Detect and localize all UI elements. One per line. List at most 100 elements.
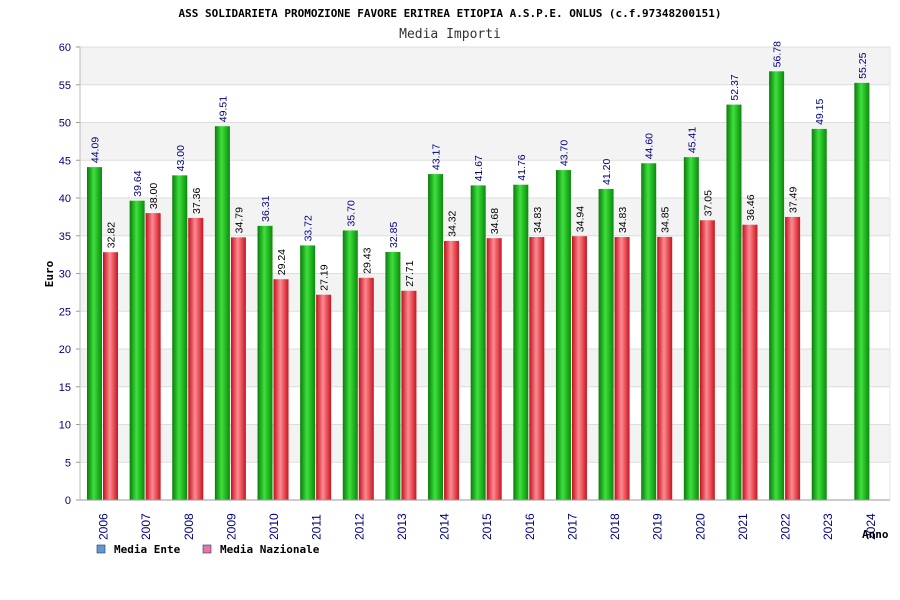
bar-media-nazionale-2006 xyxy=(103,252,118,500)
y-tick-label: 0 xyxy=(65,495,71,507)
y-tick-label: 25 xyxy=(59,306,71,318)
bar-media-ente-2015 xyxy=(470,185,486,501)
bar-media-ente-2010 xyxy=(257,225,273,500)
data-label: 44.60 xyxy=(644,133,656,159)
data-label: 32.82 xyxy=(106,222,118,248)
data-label: 33.72 xyxy=(303,215,315,241)
x-tick-label: 2018 xyxy=(608,513,622,540)
y-tick-label: 35 xyxy=(59,231,71,243)
bar-media-nazionale-2007 xyxy=(145,213,161,500)
bar-media-nazionale-2012 xyxy=(358,277,374,500)
x-tick-label: 2022 xyxy=(779,513,793,540)
x-tick-label: 2014 xyxy=(438,513,452,540)
data-label: 56.78 xyxy=(772,41,784,67)
x-tick-label: 2006 xyxy=(97,513,111,540)
data-label: 49.15 xyxy=(814,98,826,124)
data-label: 49.51 xyxy=(217,96,229,122)
bar-media-ente-2021 xyxy=(726,104,742,500)
x-tick-label: 2008 xyxy=(182,513,196,540)
data-label: 44.09 xyxy=(90,137,102,163)
y-axis-label: Euro xyxy=(43,260,56,287)
bar-media-nazionale-2010 xyxy=(273,279,289,500)
bar-media-ente-2024 xyxy=(854,82,870,501)
data-label: 29.43 xyxy=(361,247,373,273)
bar-media-ente-2020 xyxy=(683,157,699,501)
y-axis: 0 5 10 15 20 25 30 35 40 45 50 55 60 xyxy=(59,42,891,507)
bar-media-nazionale-2013 xyxy=(401,290,417,500)
data-label: 34.85 xyxy=(660,206,672,232)
bar-media-nazionale-2008 xyxy=(188,217,204,500)
data-label: 27.71 xyxy=(404,260,416,286)
y-tick-label: 5 xyxy=(65,457,71,469)
data-label: 32.85 xyxy=(388,222,400,248)
data-label: 34.79 xyxy=(233,207,245,233)
bar-media-ente-2009 xyxy=(214,126,230,501)
bar-media-ente-2016 xyxy=(513,184,529,500)
data-label: 34.83 xyxy=(532,207,544,233)
legend-swatch-media-nazionale xyxy=(202,544,212,554)
x-tick-label: 2009 xyxy=(224,513,238,540)
bar-media-ente-2008 xyxy=(172,175,188,500)
chart-title: ASS SOLIDARIETA PROMOZIONE FAVORE ERITRE… xyxy=(178,7,721,20)
x-tick-label: 2013 xyxy=(395,513,409,540)
x-axis: 2006 2007 2008 2009 2010 2011 2012 2013 2014 2015… xyxy=(80,499,890,540)
legend: Media Ente Media Nazionale xyxy=(96,543,320,556)
x-tick-label: 2010 xyxy=(267,513,281,540)
bar-media-ente-2017 xyxy=(555,170,571,500)
bar-media-nazionale-2017 xyxy=(571,236,587,500)
bar-media-ente-2006 xyxy=(87,167,102,501)
plot-band xyxy=(80,84,890,123)
bars: 44.09 39.64 43.00 49.51 36.31 33.72 35.70 32.85… xyxy=(87,41,870,501)
data-label: 37.05 xyxy=(702,190,714,216)
bar-media-ente-2012 xyxy=(342,230,358,500)
bar-media-nazionale-2019 xyxy=(657,236,673,500)
data-label: 36.31 xyxy=(260,195,272,221)
data-label: 43.00 xyxy=(175,145,187,171)
bar-media-nazionale-2016 xyxy=(529,237,545,500)
data-label: 45.41 xyxy=(686,127,698,153)
data-label: 55.25 xyxy=(857,52,869,78)
bar-media-nazionale-2022 xyxy=(785,216,801,500)
bar-media-ente-2019 xyxy=(641,163,657,500)
bar-media-nazionale-2020 xyxy=(699,220,715,500)
y-tick-label: 50 xyxy=(59,118,71,130)
bar-media-ente-2014 xyxy=(428,174,444,500)
chart-subtitle: Media Importi xyxy=(399,27,501,42)
data-label: 34.94 xyxy=(574,206,586,232)
bar-media-nazionale-2015 xyxy=(486,238,502,500)
y-tick-label: 45 xyxy=(59,155,71,167)
y-tick-label: 15 xyxy=(59,382,71,394)
y-tick-label: 30 xyxy=(59,269,71,281)
x-tick-label: 2020 xyxy=(693,513,707,540)
x-tick-label: 2011 xyxy=(310,514,324,540)
bar-media-nazionale-2009 xyxy=(230,237,246,500)
data-label: 29.24 xyxy=(276,249,288,275)
x-tick-label: 2007 xyxy=(139,513,153,540)
x-tick-label: 2024 xyxy=(864,513,878,540)
y-tick-label: 10 xyxy=(59,420,71,432)
plot-band xyxy=(80,122,890,161)
y-tick-label: 60 xyxy=(59,42,71,54)
data-label: 38.00 xyxy=(148,183,160,209)
data-label: 35.70 xyxy=(345,200,357,226)
data-label: 34.83 xyxy=(617,207,629,233)
legend-swatch-media-ente xyxy=(96,544,106,554)
x-tick-label: 2015 xyxy=(480,513,494,540)
bar-media-ente-2013 xyxy=(385,251,401,500)
data-label: 43.17 xyxy=(431,144,443,170)
data-label: 41.20 xyxy=(601,159,613,185)
plot-band xyxy=(80,47,890,85)
data-label: 52.37 xyxy=(729,74,741,100)
y-tick-label: 20 xyxy=(59,344,71,356)
data-label: 41.76 xyxy=(516,154,528,180)
bar-media-ente-2011 xyxy=(300,245,316,500)
data-label: 39.64 xyxy=(132,170,144,196)
y-tick-label: 55 xyxy=(59,80,71,92)
data-label: 43.70 xyxy=(558,140,570,166)
data-label: 36.46 xyxy=(745,194,757,220)
bar-media-ente-2022 xyxy=(769,71,785,500)
bar-media-nazionale-2014 xyxy=(444,240,460,500)
x-axis-label: Anno xyxy=(862,528,889,541)
legend-label-media-nazionale: Media Nazionale xyxy=(220,543,320,556)
